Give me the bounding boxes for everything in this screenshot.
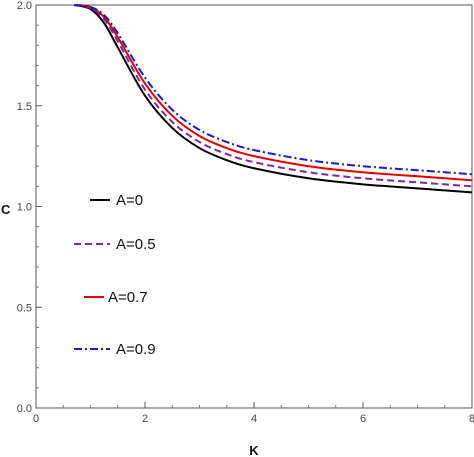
y-tick-label: 1.0 xyxy=(17,202,32,214)
series-line-3 xyxy=(74,4,473,176)
y-tick-label: 1.5 xyxy=(17,101,32,113)
x-tick-label: 8 xyxy=(469,413,474,425)
series-line-1 xyxy=(73,4,473,188)
axis-ticks xyxy=(35,4,473,409)
series-line-0 xyxy=(73,4,473,194)
legend: A=0 A=0.5 A=0.7 A=0.9 xyxy=(74,192,156,358)
axis-tick-labels: 0 2 4 6 8 0.0 0.5 1.0 1.5 2.0 xyxy=(17,0,474,425)
series-lines xyxy=(73,4,473,194)
plot-frame xyxy=(35,4,473,409)
y-tick-label: 2.0 xyxy=(17,0,32,12)
x-tick-label: 0 xyxy=(33,413,39,425)
y-axis-title: C xyxy=(1,202,11,217)
y-tick-label: 0.0 xyxy=(17,403,32,415)
x-tick-label: 4 xyxy=(251,413,257,425)
legend-label-0: A=0 xyxy=(116,192,143,209)
x-axis-title: K xyxy=(249,443,259,457)
legend-label-3: A=0.9 xyxy=(116,341,156,358)
y-tick-label: 0.5 xyxy=(17,302,32,314)
legend-label-1: A=0.5 xyxy=(116,236,156,253)
series-line-2 xyxy=(74,4,473,182)
x-tick-label: 6 xyxy=(360,413,366,425)
x-tick-label: 2 xyxy=(142,413,148,425)
legend-label-2: A=0.7 xyxy=(108,289,148,306)
